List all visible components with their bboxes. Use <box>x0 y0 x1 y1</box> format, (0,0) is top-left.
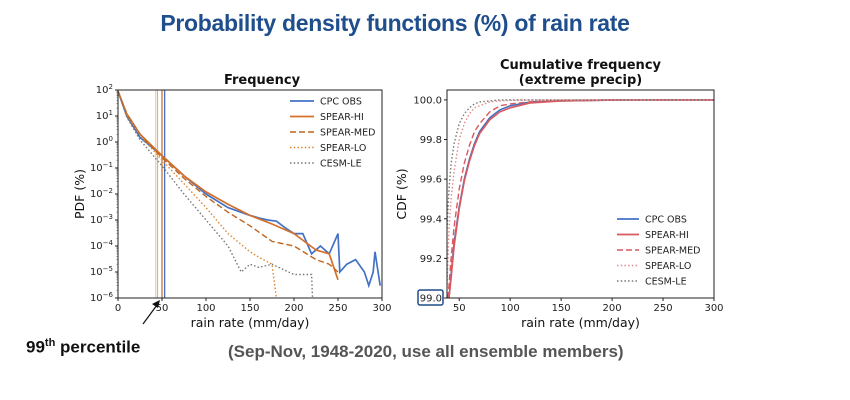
y-tick-label: 99.2 <box>420 254 442 265</box>
legend-label: CESM-LE <box>320 159 362 170</box>
legend-label: SPEAR-LO <box>320 143 366 154</box>
cumulative-plot-frame <box>446 89 715 299</box>
percentile-number: 99 <box>26 337 45 357</box>
y-tick-exponent: −2 <box>103 187 113 195</box>
cumulative-series-spear-med <box>447 99 714 298</box>
legend-label: CESM-LE <box>645 277 687 288</box>
y-tick-label: 99.0 <box>420 294 442 305</box>
x-tick-label: 150 <box>552 303 571 314</box>
x-tick-label: 50 <box>453 303 466 314</box>
x-tick-label: 0 <box>115 303 121 314</box>
x-tick-label: 300 <box>372 303 391 314</box>
x-tick-label: 200 <box>284 303 303 314</box>
x-tick-label: 150 <box>240 303 259 314</box>
y-tick-exponent: −4 <box>103 239 114 247</box>
cumulative-legend: CPC OBS SPEAR-HI SPEAR-MED SPEAR-LO CESM-LE <box>617 215 700 288</box>
legend-label: SPEAR-HI <box>645 230 689 241</box>
y-tick-exponent: −3 <box>103 213 113 221</box>
footnote: (Sep-Nov, 1948-2020, use all ensemble me… <box>228 342 624 361</box>
legend-label: CPC OBS <box>645 215 687 226</box>
y-tick-exponent: −6 <box>103 291 114 299</box>
frequency-legend: CPC OBS SPEAR-HI SPEAR-MED SPEAR-LO CESM-LE <box>290 97 375 170</box>
frequency-x-axis-label: rain rate (mm/day) <box>191 315 310 330</box>
cumulative-y-axis-label: CDF (%) <box>394 168 409 219</box>
percentile-suffix: th <box>44 337 56 349</box>
y-tick-label: 100.0 <box>413 95 442 106</box>
frequency-series-spear-lo <box>118 90 278 298</box>
cumulative-series-group <box>447 99 714 298</box>
cumulative-x-axis-label: rain rate (mm/day) <box>521 315 640 330</box>
percentile-arrowhead <box>152 300 160 308</box>
frequency-series-cesm-le <box>118 90 314 298</box>
percentile-arrow <box>142 304 158 325</box>
y-tick-exponent: 0 <box>109 135 113 143</box>
legend-label: SPEAR-MED <box>320 128 375 139</box>
x-tick-label: 100 <box>196 303 215 314</box>
y-tick-label: 99.4 <box>420 214 442 225</box>
cumulative-series-cesm-le <box>447 99 714 229</box>
frequency-chart-title: Frequency <box>224 73 301 88</box>
frequency-series-group <box>118 90 382 298</box>
y-tick-exponent: 1 <box>109 109 113 117</box>
y-tick-label: 99.6 <box>420 175 442 186</box>
legend-label: SPEAR-LO <box>645 261 691 272</box>
cdf-99-highlight-box <box>417 289 444 306</box>
x-tick-label: 50 <box>156 303 169 314</box>
x-tick-label: 300 <box>704 303 723 314</box>
legend-label: SPEAR-MED <box>645 246 700 257</box>
y-tick-exponent: −5 <box>103 265 113 273</box>
percentile-label: 99th percentile <box>26 337 140 358</box>
legend-label: SPEAR-HI <box>320 112 364 123</box>
y-tick-exponent: 2 <box>109 83 113 91</box>
x-tick-label: 250 <box>328 303 347 314</box>
legend-label: CPC OBS <box>320 97 362 108</box>
x-tick-label: 200 <box>603 303 622 314</box>
cumulative-chart-subtitle: (extreme precip) <box>519 73 642 88</box>
cumulative-chart-title: Cumulative frequency <box>500 58 662 73</box>
x-tick-label: 250 <box>653 303 672 314</box>
y-tick-exponent: −1 <box>103 161 113 169</box>
y-tick-label: 99.8 <box>420 135 442 146</box>
x-tick-label: 100 <box>501 303 520 314</box>
frequency-y-axis-label: PDF (%) <box>72 169 87 219</box>
slide-title: Probability density functions (%) of rai… <box>160 10 630 36</box>
percentile-text: percentile <box>55 337 141 357</box>
cumulative-series-spear-lo <box>447 99 714 289</box>
